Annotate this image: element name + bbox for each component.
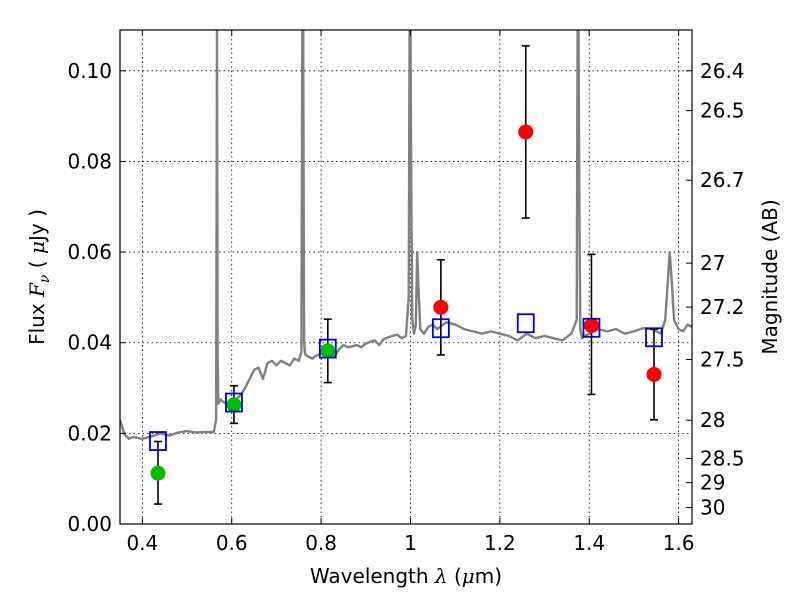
y-tick-label: 0.00 (67, 512, 112, 536)
y-tick-label: 0.02 (67, 421, 112, 445)
y2-tick-label: 26.7 (700, 168, 745, 192)
model-square (431, 318, 450, 339)
y2-tick-label: 30 (700, 496, 725, 520)
y2-axis-label: Magnitude (AB) (758, 199, 782, 354)
green-point (226, 397, 242, 413)
plot-frame (119, 29, 693, 525)
red-point (518, 124, 534, 140)
green-point (320, 343, 336, 359)
y2-tick-label: 27.2 (700, 295, 745, 319)
x-axis-label: Wavelength λ (μm) (310, 564, 502, 588)
x-tick-label: 0.4 (126, 531, 158, 555)
y-tick-label: 0.06 (67, 240, 112, 264)
model-square (225, 392, 243, 413)
spectrum-line (120, 30, 692, 440)
y-tick-label: 0.08 (67, 149, 112, 173)
y2-tick-label: 29 (700, 471, 725, 495)
x-tick-label: 1 (404, 531, 417, 555)
red-point (583, 317, 599, 333)
y2-tick-label: 27 (700, 251, 725, 275)
red-point (646, 366, 662, 382)
model-square (318, 338, 337, 359)
x-tick-label: 1.4 (573, 531, 605, 555)
y-axis: 0.00 0.02 0.04 0.06 0.08 0.10 (67, 59, 126, 536)
y2-tick-label: 28.5 (700, 446, 745, 470)
y2-tick-label: 27.5 (700, 347, 745, 371)
y2-tick-label: 28 (700, 408, 725, 432)
green-point (150, 465, 166, 481)
model-square (645, 327, 663, 348)
y-axis-label: Flux Fν ( μJy ) (25, 209, 53, 345)
x-tick-label: 0.6 (216, 531, 248, 555)
y2-tick-label: 26.4 (700, 59, 745, 83)
y-tick-label: 0.04 (67, 331, 112, 355)
model-square (582, 317, 601, 338)
y-tick-label: 0.10 (67, 59, 112, 83)
x-axis: 0.4 0.6 0.8 1 1.2 1.4 1.6 (126, 30, 695, 555)
model-square (149, 431, 167, 451)
data-marks (149, 45, 663, 505)
y2-tick-label: 26.5 (700, 99, 745, 123)
spectrum-layer (120, 30, 692, 440)
model-square (516, 313, 535, 334)
x-tick-label: 1.2 (484, 531, 516, 555)
x-tick-label: 0.8 (305, 531, 337, 555)
red-point (433, 299, 449, 315)
grid-lines (120, 30, 692, 525)
x-tick-label: 1.6 (663, 531, 695, 555)
